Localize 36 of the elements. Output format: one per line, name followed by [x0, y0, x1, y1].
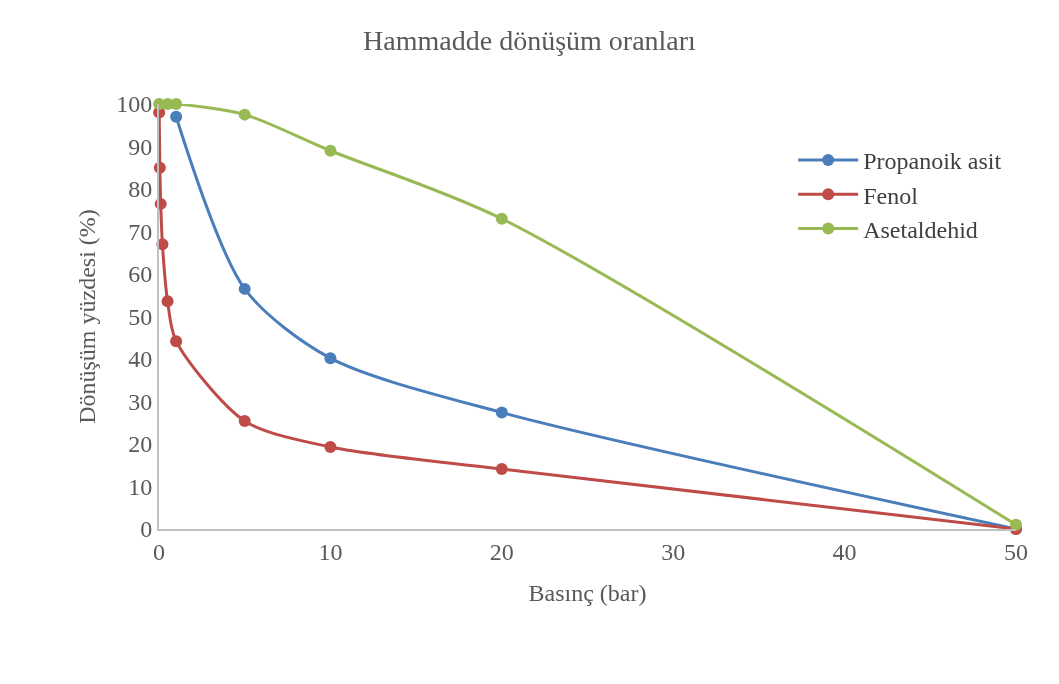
y-tick-label: 70	[128, 218, 153, 245]
y-tick-label: 80	[128, 176, 153, 203]
y-tick-label: 20	[128, 431, 153, 458]
chart-title: Hammadde dönüşüm oranları	[363, 25, 697, 57]
y-tick-label: 40	[128, 346, 153, 373]
y-tick-label: 90	[128, 133, 153, 160]
x-tick-label: 20	[489, 538, 514, 565]
y-tick-label: 10	[128, 473, 153, 500]
legend-label: Fenol	[863, 182, 919, 209]
point	[170, 110, 183, 123]
y-tick-label: 0	[140, 516, 153, 543]
legend-label: Asetaldehid	[863, 216, 978, 243]
point	[495, 463, 508, 476]
point	[161, 295, 174, 308]
x-tick-label: 40	[832, 538, 857, 565]
point	[324, 352, 337, 365]
legend-label: Propanoik asit	[863, 148, 1002, 175]
x-tick-label: 10	[318, 538, 343, 565]
point	[170, 335, 183, 348]
y-tick-label: 60	[128, 261, 153, 288]
y-axis-title: Dönüşüm yüzdesi (%)	[73, 209, 100, 424]
point	[495, 406, 508, 419]
point	[170, 98, 183, 110]
point	[495, 212, 508, 225]
y-tick-label: 50	[128, 303, 153, 330]
point	[1010, 518, 1022, 531]
point	[238, 415, 251, 428]
point	[324, 440, 337, 453]
x-tick-label: 30	[661, 538, 686, 565]
point	[238, 108, 251, 121]
y-tick-label: 30	[128, 388, 153, 415]
x-tick-label: 50	[1004, 538, 1028, 565]
y-tick-label: 100	[116, 91, 153, 118]
point	[324, 144, 337, 157]
x-axis-title: Basınç (bar)	[528, 579, 647, 606]
point	[238, 282, 251, 295]
